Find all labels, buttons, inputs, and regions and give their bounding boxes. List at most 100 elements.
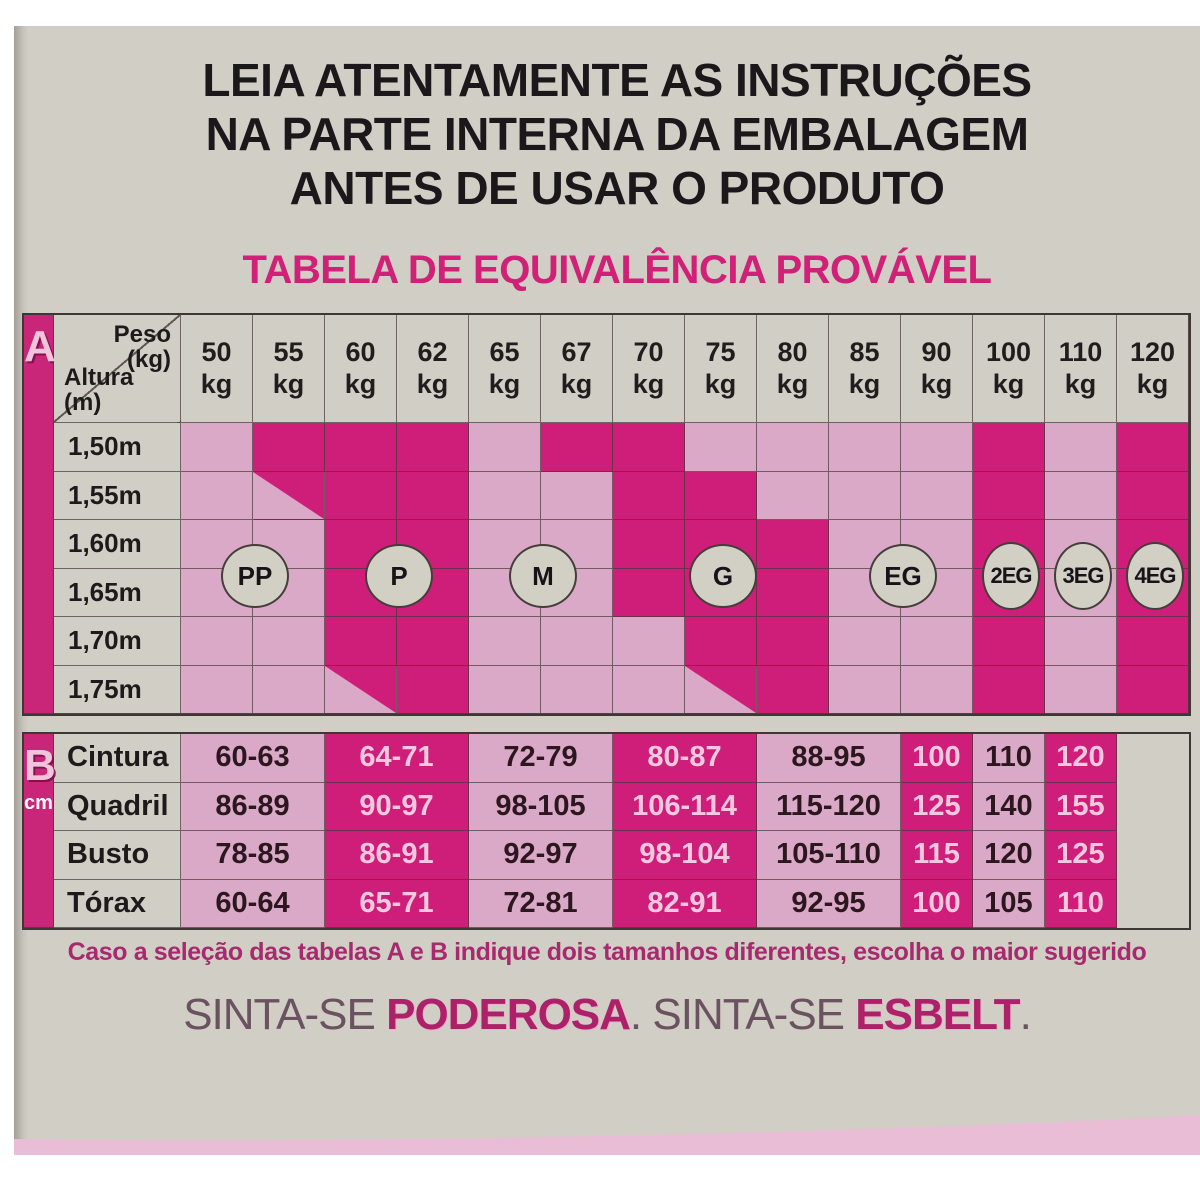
table-a-cell	[469, 423, 541, 472]
tagline-sinta-se-2: . SINTA-SE	[629, 990, 856, 1039]
warning-line-1: LEIA ATENTAMENTE AS INSTRUÇÕES	[202, 54, 1032, 106]
tagline-period: .	[1019, 990, 1032, 1039]
table-b-value-cell: 100	[901, 734, 973, 783]
table-b-value-cell: 120	[1045, 734, 1117, 783]
weight-unit: kg	[200, 368, 233, 399]
table-a-cell	[757, 617, 829, 666]
weight-header-cell: 90 kg	[901, 315, 973, 423]
weight-value: 100	[985, 337, 1032, 368]
size-table-title: TABELA DE EQUIVALÊNCIA PROVÁVEL	[242, 248, 993, 292]
weight-value: 110	[1058, 337, 1103, 368]
table-a-cell	[1045, 423, 1117, 472]
weight-unit: kg	[848, 368, 881, 399]
table-a-cell	[757, 423, 829, 472]
weight-value: 70	[633, 337, 664, 368]
height-row-label: 1,65m	[54, 568, 181, 617]
table-b-row-label: Tórax	[54, 879, 181, 928]
table-b-value-cell: 120	[973, 831, 1045, 880]
table-b-value-cell: 88-95	[757, 734, 901, 783]
table-a-cell	[829, 471, 901, 520]
tagline-sinta-se-1: SINTA-SE	[183, 990, 387, 1039]
table-a-cell	[901, 471, 973, 520]
table-a-cell	[397, 568, 469, 617]
weight-header-cell: 50 kg	[181, 315, 253, 423]
table-a-cell	[901, 423, 973, 472]
table-b-row-label: Busto	[54, 831, 181, 880]
table-a-cell	[901, 520, 973, 569]
table-b-value-cell: 60-64	[181, 879, 325, 928]
weight-value: 60	[345, 337, 376, 368]
table-a-cell	[685, 665, 757, 714]
table-a-cell	[397, 471, 469, 520]
table-a-cell	[829, 617, 901, 666]
weight-unit: kg	[632, 368, 665, 399]
table-a-cell	[829, 423, 901, 472]
weight-value: 62	[417, 337, 448, 368]
table-a-cell	[757, 520, 829, 569]
table-a-cell	[1117, 617, 1189, 666]
table-a-cell	[1045, 520, 1117, 569]
table-b-value-cell: 78-85	[181, 831, 325, 880]
table-a-cell	[181, 568, 253, 617]
altura-unit: (m)	[64, 388, 102, 416]
table-a-cell	[181, 423, 253, 472]
table-a-cell	[757, 568, 829, 617]
weight-unit: kg	[416, 368, 449, 399]
height-row-label: 1,50m	[54, 423, 181, 472]
weight-value: 50	[201, 337, 232, 368]
table-a-cell	[757, 471, 829, 520]
table-a-cell	[973, 617, 1045, 666]
weight-unit: kg	[992, 368, 1025, 399]
table-b-value-cell: 98-105	[469, 782, 613, 831]
table-a-cell	[181, 520, 253, 569]
table-a-cell	[541, 617, 613, 666]
table-a-cell	[469, 520, 541, 569]
weight-unit: kg	[560, 368, 593, 399]
table-a-cell	[613, 520, 685, 569]
weight-header-cell: 110 kg	[1045, 315, 1117, 423]
table-a-cell	[469, 665, 541, 714]
table-a-cell	[469, 568, 541, 617]
height-row-label: 1,60m	[54, 520, 181, 569]
table-a-cell	[1117, 423, 1189, 472]
package-face: LEIA ATENTAMENTE AS INSTRUÇÕES NA PARTE …	[14, 26, 1200, 1155]
table-b-unit-label: cm	[24, 792, 53, 814]
table-a-cell	[397, 423, 469, 472]
table-a-cell	[541, 471, 613, 520]
table-a-cell	[325, 617, 397, 666]
table-b-value-cell: 110	[973, 734, 1045, 783]
weight-header-cell: 75 kg	[685, 315, 757, 423]
table-a-cell	[973, 665, 1045, 714]
table-a-cell	[685, 423, 757, 472]
weight-value: 55	[273, 337, 304, 368]
table-a-cell	[613, 471, 685, 520]
table-a-cell	[325, 423, 397, 472]
table-b-value-cell: 125	[1045, 831, 1117, 880]
table-a-section-band: A	[24, 315, 56, 714]
table-a-cell	[541, 568, 613, 617]
table-b-value-cell: 86-91	[325, 831, 469, 880]
table-a-cell	[1117, 471, 1189, 520]
height-row-label: 1,70m	[54, 617, 181, 666]
table-a-cell	[325, 520, 397, 569]
altura-word: Altura	[64, 363, 134, 391]
weight-unit: kg	[920, 368, 953, 399]
table-b-value-cell: 80-87	[613, 734, 757, 783]
table-a-cell	[253, 520, 325, 569]
weight-unit: kg	[272, 368, 305, 399]
table-a-cell	[829, 568, 901, 617]
table-b-row-label: Quadril	[54, 782, 181, 831]
table-a-cell	[685, 568, 757, 617]
table-b-value-cell: 106-114	[613, 782, 757, 831]
table-a-cell	[469, 471, 541, 520]
table-a-cell	[613, 568, 685, 617]
table-a-cell	[829, 665, 901, 714]
table-a-cell	[253, 471, 325, 520]
table-a-cell	[901, 617, 973, 666]
table-b-value-cell: 115-120	[757, 782, 901, 831]
table-a-cell	[613, 665, 685, 714]
table-b-value-cell: 115	[901, 831, 973, 880]
table-a-cell	[469, 617, 541, 666]
table-a-cell	[1117, 568, 1189, 617]
